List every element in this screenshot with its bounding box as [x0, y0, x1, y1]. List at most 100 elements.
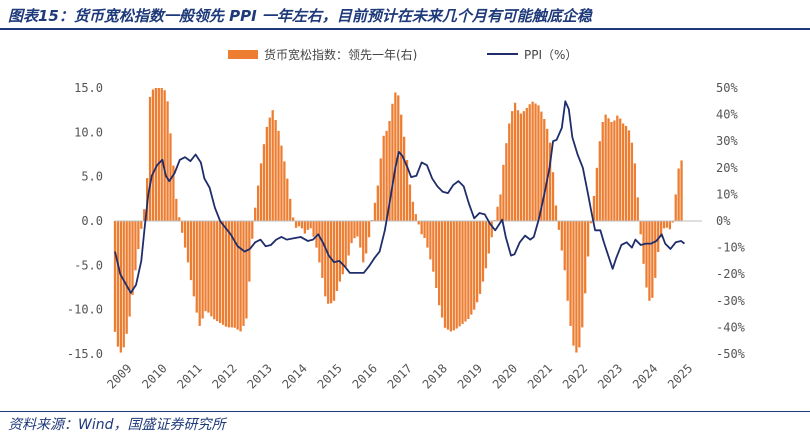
bar [402, 136, 406, 221]
footer-divider [0, 411, 810, 412]
bar [274, 120, 277, 221]
bar [300, 221, 304, 229]
chart-title: 图表15：货币宽松指数一般领先 PPI 一年左右，目前预计在未来几个月有可能触底… [8, 7, 592, 25]
bar [221, 221, 225, 325]
bar [551, 172, 555, 221]
bar [651, 221, 654, 298]
bar [256, 185, 260, 221]
chart-header: 图表15：货币宽松指数一般领先 PPI 一年左右，目前预计在未来几个月有可能触底… [0, 0, 810, 30]
bar [268, 117, 271, 221]
bar [604, 114, 607, 221]
bar [487, 221, 490, 254]
bar [163, 90, 166, 221]
bar [143, 209, 146, 221]
bar [484, 221, 488, 269]
bar [277, 130, 280, 221]
bar [662, 221, 666, 229]
bar [642, 221, 645, 264]
bar [172, 165, 175, 221]
bar [438, 221, 441, 306]
legend-bar-swatch [228, 50, 258, 59]
bar [516, 110, 520, 221]
bar [230, 221, 233, 328]
bar [265, 126, 268, 221]
bar [452, 221, 455, 331]
bar [388, 121, 391, 221]
bar [578, 221, 581, 348]
bar [432, 221, 435, 272]
x-tick-label: 2017 [385, 361, 415, 391]
bar [306, 221, 309, 230]
bar [116, 221, 120, 347]
bar [350, 221, 353, 244]
bar [382, 135, 385, 221]
right-tick-label: 20% [716, 161, 738, 175]
bar [519, 113, 523, 221]
x-tick-label: 2012 [209, 361, 239, 391]
bar [280, 145, 283, 221]
bar [219, 221, 222, 323]
x-tick-label: 2011 [174, 361, 204, 391]
bar [309, 221, 312, 229]
bar [353, 221, 356, 239]
left-tick-label: 5.0 [81, 170, 103, 184]
bar [335, 221, 339, 291]
left-tick-label: -15.0 [67, 347, 103, 361]
bar [125, 221, 128, 334]
bar [376, 185, 379, 221]
bar [607, 118, 610, 221]
bar [569, 221, 572, 326]
bar [478, 221, 482, 294]
bar [557, 221, 561, 230]
bar-series [113, 88, 683, 353]
bar [248, 221, 251, 282]
x-tick-label: 2021 [525, 361, 555, 391]
bar [560, 221, 563, 251]
bar [192, 221, 195, 297]
bar [166, 101, 169, 221]
bar [233, 221, 236, 328]
right-tick-label: 30% [716, 134, 738, 148]
bar [537, 105, 540, 221]
bar [496, 206, 499, 221]
bar [601, 121, 604, 221]
bar [435, 221, 438, 288]
bar [216, 221, 219, 322]
bar [113, 221, 117, 332]
bar [178, 217, 181, 221]
bar [379, 158, 382, 221]
title-divider [0, 28, 810, 30]
left-tick-label: 15.0 [74, 81, 103, 95]
bar [262, 144, 266, 221]
bar [513, 102, 517, 221]
bar [189, 221, 193, 281]
bar [400, 114, 403, 221]
bar [131, 221, 134, 295]
bar [157, 88, 160, 221]
right-tick-label: -30% [716, 294, 746, 308]
bar [531, 101, 534, 221]
source-note: 资料来源：Wind，国盛证券研究所 [8, 417, 226, 433]
right-tick-label: 50% [716, 81, 738, 95]
bar [251, 221, 254, 239]
bar [420, 221, 423, 235]
bar [414, 214, 417, 221]
bar [464, 221, 467, 322]
bar [499, 194, 502, 221]
bar [140, 221, 143, 229]
bar [365, 221, 368, 254]
bar [473, 221, 476, 310]
bar [592, 195, 596, 221]
bar [183, 221, 187, 248]
bar [619, 118, 622, 221]
bar [522, 111, 525, 221]
bar [204, 221, 207, 312]
legend-line-label: PPI（%） [524, 48, 577, 62]
bar [283, 161, 286, 221]
bar [315, 221, 318, 248]
bar [195, 221, 198, 313]
bar [595, 167, 599, 221]
bar [475, 221, 479, 303]
bar [119, 221, 122, 353]
bar [657, 221, 660, 253]
